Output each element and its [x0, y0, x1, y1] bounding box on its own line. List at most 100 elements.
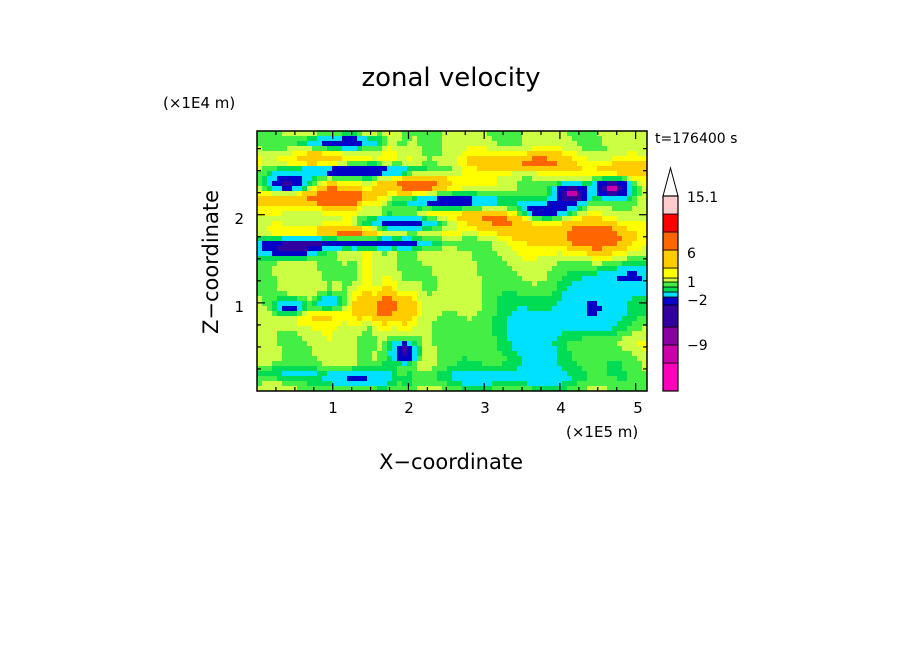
- field-cell: [457, 131, 463, 157]
- field-cell: [527, 216, 533, 222]
- field-cell: [497, 171, 503, 177]
- field-cell: [627, 261, 633, 267]
- field-cell: [302, 371, 308, 377]
- field-cell: [607, 376, 613, 391]
- field-cell: [312, 186, 318, 192]
- field-cell: [587, 246, 593, 257]
- field-cell: [272, 171, 278, 182]
- field-cell: [552, 226, 558, 247]
- field-cell: [367, 371, 373, 387]
- field-cell: [377, 146, 383, 152]
- field-cell: [402, 336, 408, 342]
- field-cell: [497, 206, 503, 212]
- chart-title: zonal velocity: [361, 63, 540, 93]
- y-tick-label: 1: [234, 298, 244, 316]
- field-cell: [492, 251, 498, 317]
- field-cell: [527, 151, 533, 162]
- field-cell: [282, 206, 288, 212]
- field-cell: [347, 236, 353, 242]
- field-cell: [447, 386, 453, 391]
- field-cell: [562, 211, 568, 217]
- field-cell: [597, 386, 603, 391]
- field-cell: [512, 156, 518, 172]
- field-cell: [387, 211, 393, 217]
- field-cell: [297, 211, 303, 227]
- field-cell: [467, 146, 473, 157]
- field-cell: [457, 176, 463, 192]
- field-cell: [372, 241, 378, 247]
- field-cell: [312, 261, 318, 297]
- field-cell: [397, 141, 403, 147]
- field-cell: [332, 291, 338, 297]
- field-cell: [272, 311, 278, 317]
- field-cell: [612, 161, 618, 172]
- field-cell: [587, 261, 593, 272]
- field-cell: [587, 216, 593, 227]
- field-cell: [262, 166, 268, 177]
- field-cell: [512, 131, 518, 147]
- field-cell: [502, 371, 508, 382]
- field-cell: [372, 371, 378, 387]
- field-cell: [607, 191, 613, 197]
- field-cell: [297, 131, 303, 137]
- field-cell: [347, 226, 353, 232]
- field-cell: [492, 171, 498, 187]
- field-cell: [597, 256, 603, 262]
- field-cell: [362, 291, 368, 317]
- field-cell: [392, 226, 398, 232]
- field-cell: [287, 176, 293, 182]
- field-cell: [367, 156, 373, 162]
- field-cell: [482, 206, 488, 212]
- field-cell: [362, 206, 368, 217]
- field-cell: [282, 191, 288, 197]
- field-cell: [292, 211, 298, 227]
- field-cell: [367, 206, 373, 217]
- field-cell: [267, 256, 273, 262]
- field-cell: [502, 206, 508, 212]
- field-cell: [377, 216, 383, 227]
- field-cell: [307, 261, 313, 302]
- field-cell: [547, 151, 553, 162]
- field-cell: [417, 221, 423, 227]
- field-cell: [542, 296, 548, 312]
- field-cell: [267, 251, 273, 257]
- field-cell: [297, 296, 303, 302]
- field-cell: [382, 361, 388, 372]
- field-cell: [317, 226, 323, 237]
- x-tick-label: 4: [556, 399, 566, 417]
- field-cell: [417, 346, 423, 357]
- field-cell: [632, 251, 638, 257]
- field-cell: [322, 236, 328, 242]
- field-cell: [377, 166, 383, 177]
- field-cell: [312, 251, 318, 257]
- field-cell: [432, 241, 438, 247]
- field-cell: [617, 226, 623, 237]
- field-cell: [387, 371, 393, 382]
- field-cell: [457, 191, 463, 197]
- field-cell: [562, 276, 568, 292]
- field-cell: [317, 321, 323, 332]
- field-cell: [537, 201, 543, 207]
- field-cell: [277, 366, 283, 382]
- field-cell: [607, 226, 613, 247]
- field-cell: [392, 161, 398, 167]
- field-cell: [372, 166, 378, 177]
- field-cell: [387, 231, 393, 237]
- field-cell: [277, 186, 283, 192]
- field-cell: [337, 371, 343, 387]
- field-cell: [282, 156, 288, 162]
- field-cell: [342, 131, 348, 137]
- field-cell: [532, 246, 538, 262]
- field-cell: [632, 161, 638, 177]
- field-cell: [342, 176, 348, 182]
- field-cell: [367, 166, 373, 177]
- field-cell: [387, 236, 393, 242]
- field-cell: [322, 386, 328, 391]
- field-cell: [382, 241, 388, 247]
- field-cell: [382, 216, 388, 222]
- field-cell: [312, 151, 318, 167]
- field-cell: [307, 386, 313, 391]
- field-cell: [487, 241, 493, 367]
- x-axis-label: X−coordinate: [379, 450, 523, 474]
- field-cell: [342, 206, 348, 212]
